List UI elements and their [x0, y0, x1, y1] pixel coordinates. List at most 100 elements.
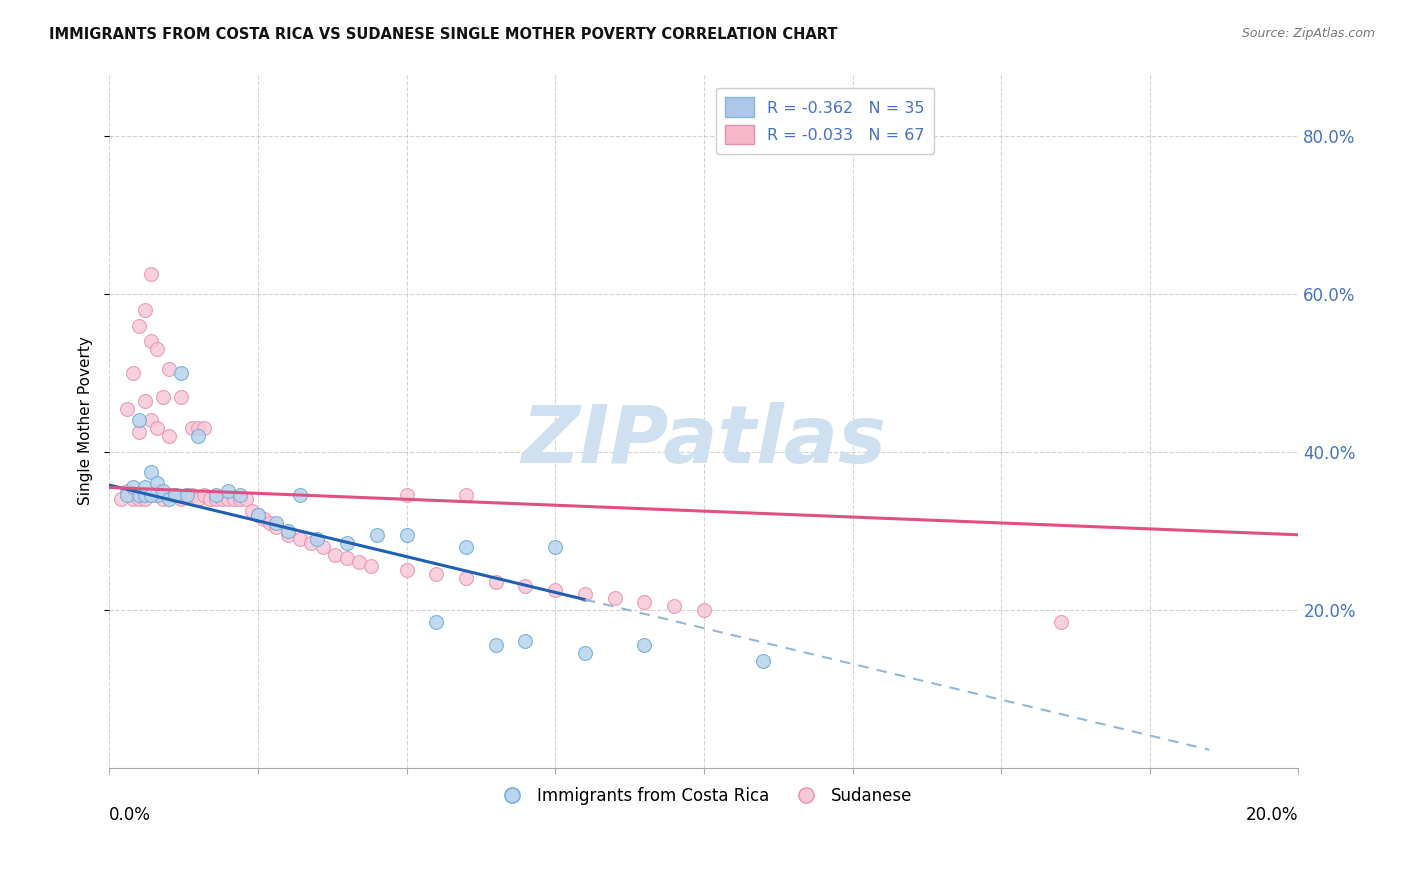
Point	[366, 528, 388, 542]
Point	[205, 492, 228, 507]
Point	[307, 532, 329, 546]
Point	[139, 465, 162, 479]
Point	[193, 421, 215, 435]
Point	[224, 492, 246, 507]
Point	[139, 488, 162, 502]
Point	[515, 579, 537, 593]
Point	[193, 488, 215, 502]
Point	[163, 488, 186, 502]
Point	[217, 484, 239, 499]
Point	[169, 390, 191, 404]
Point	[240, 504, 263, 518]
Point	[259, 516, 281, 530]
Point	[1049, 615, 1071, 629]
Point	[115, 401, 138, 416]
Point	[693, 603, 716, 617]
Point	[139, 488, 162, 502]
Point	[115, 488, 138, 502]
Point	[128, 413, 150, 427]
Point	[246, 508, 269, 522]
Point	[146, 488, 169, 502]
Point	[134, 393, 156, 408]
Point	[574, 587, 596, 601]
Point	[395, 528, 418, 542]
Point	[152, 492, 174, 507]
Point	[425, 615, 447, 629]
Point	[211, 492, 233, 507]
Text: ZIPatlas: ZIPatlas	[522, 402, 886, 480]
Point	[139, 413, 162, 427]
Point	[253, 512, 276, 526]
Text: 0.0%: 0.0%	[110, 805, 150, 824]
Legend: Immigrants from Costa Rica, Sudanese: Immigrants from Costa Rica, Sudanese	[489, 780, 920, 812]
Point	[288, 488, 311, 502]
Point	[229, 488, 252, 502]
Point	[139, 268, 162, 282]
Point	[425, 567, 447, 582]
Point	[264, 520, 287, 534]
Point	[122, 492, 145, 507]
Point	[235, 492, 257, 507]
Text: 20.0%: 20.0%	[1246, 805, 1299, 824]
Point	[128, 488, 150, 502]
Point	[603, 591, 626, 605]
Point	[122, 366, 145, 380]
Point	[187, 421, 209, 435]
Point	[134, 488, 156, 502]
Point	[146, 476, 169, 491]
Point	[187, 429, 209, 443]
Point	[122, 480, 145, 494]
Point	[347, 556, 370, 570]
Point	[454, 571, 477, 585]
Point	[128, 492, 150, 507]
Point	[277, 528, 299, 542]
Point	[200, 492, 222, 507]
Point	[633, 595, 655, 609]
Point	[139, 334, 162, 349]
Point	[312, 540, 335, 554]
Point	[544, 583, 567, 598]
Y-axis label: Single Mother Poverty: Single Mother Poverty	[79, 336, 93, 505]
Point	[128, 425, 150, 440]
Point	[146, 343, 169, 357]
Point	[115, 484, 138, 499]
Point	[288, 532, 311, 546]
Point	[152, 390, 174, 404]
Point	[134, 480, 156, 494]
Point	[217, 492, 239, 507]
Point	[485, 638, 508, 652]
Point	[395, 488, 418, 502]
Point	[336, 551, 359, 566]
Point	[395, 563, 418, 577]
Point	[752, 654, 775, 668]
Point	[485, 575, 508, 590]
Point	[169, 366, 191, 380]
Point	[246, 508, 269, 522]
Point	[181, 488, 204, 502]
Point	[128, 318, 150, 333]
Point	[157, 492, 180, 507]
Point	[146, 421, 169, 435]
Point	[515, 634, 537, 648]
Point	[454, 540, 477, 554]
Point	[152, 484, 174, 499]
Text: Source: ZipAtlas.com: Source: ZipAtlas.com	[1241, 27, 1375, 40]
Point	[277, 524, 299, 538]
Point	[299, 535, 322, 549]
Point	[454, 488, 477, 502]
Point	[134, 492, 156, 507]
Point	[229, 492, 252, 507]
Point	[157, 488, 180, 502]
Text: IMMIGRANTS FROM COSTA RICA VS SUDANESE SINGLE MOTHER POVERTY CORRELATION CHART: IMMIGRANTS FROM COSTA RICA VS SUDANESE S…	[49, 27, 838, 42]
Point	[323, 548, 346, 562]
Point	[181, 421, 204, 435]
Point	[176, 488, 198, 502]
Point	[110, 492, 132, 507]
Point	[176, 488, 198, 502]
Point	[360, 559, 382, 574]
Point	[134, 302, 156, 317]
Point	[662, 599, 685, 613]
Point	[205, 488, 228, 502]
Point	[157, 362, 180, 376]
Point	[544, 540, 567, 554]
